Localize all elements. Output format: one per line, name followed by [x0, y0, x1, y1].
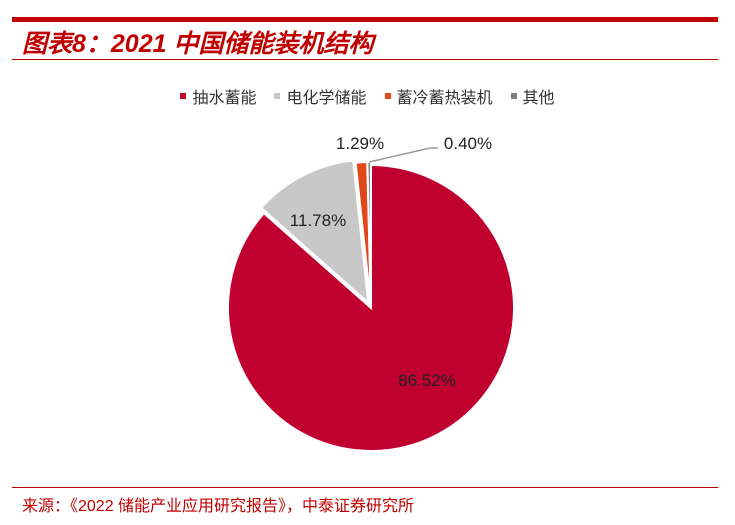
pie-slice	[227, 163, 515, 452]
source-rule	[12, 487, 718, 488]
top-rule	[12, 17, 718, 22]
pie-slice	[259, 159, 370, 306]
legend-item: 其他	[510, 84, 555, 108]
legend: 抽水蓄能 电化学储能 蓄冷蓄热装机 其他	[0, 84, 735, 108]
legend-label: 抽水蓄能	[192, 88, 257, 107]
data-label: 1.29%	[336, 134, 384, 153]
legend-label: 蓄冷蓄热装机	[396, 88, 493, 107]
legend-swatch	[274, 93, 281, 99]
data-label: 11.78%	[290, 211, 346, 230]
legend-item: 电化学储能	[274, 84, 367, 108]
source-note: 来源：《2022 储能产业应用研究报告》，中泰证券研究所	[22, 498, 415, 515]
leader-line	[368, 147, 438, 163]
figure-title: 图表8：2021 中国储能装机结构	[22, 30, 374, 58]
legend-swatch	[180, 93, 187, 99]
data-label: 0.40%	[444, 134, 492, 153]
legend-item: 抽水蓄能	[180, 84, 256, 108]
legend-swatch	[510, 93, 517, 99]
title-rule	[12, 59, 718, 60]
legend-label: 电化学储能	[286, 88, 367, 107]
data-label: 86.52%	[398, 371, 456, 390]
legend-swatch	[384, 93, 391, 99]
legend-label: 其他	[522, 88, 555, 107]
legend-item: 蓄冷蓄热装机	[384, 84, 493, 108]
